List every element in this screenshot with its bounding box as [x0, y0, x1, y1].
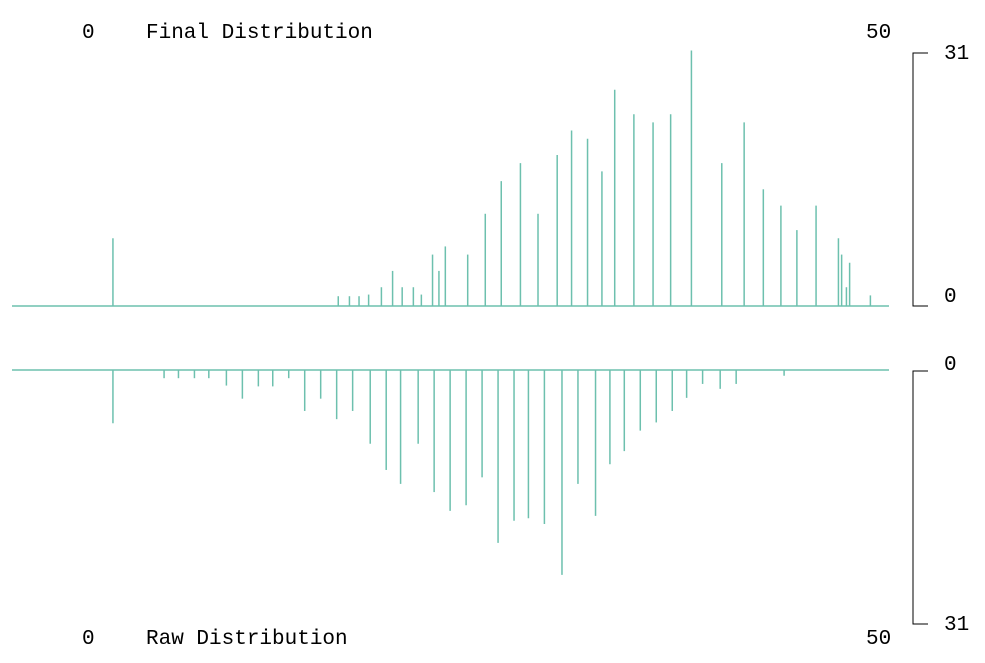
- final-y-max-label: 31: [944, 43, 969, 66]
- final-title: Final Distribution: [146, 22, 373, 45]
- raw-title: Raw Distribution: [146, 628, 348, 651]
- final-x-max-label: 50: [866, 22, 891, 45]
- final-x-min-label: 0: [82, 22, 95, 45]
- raw-bars: [112, 370, 785, 575]
- final-bars: [112, 50, 872, 306]
- raw-y-max-label: 31: [944, 614, 969, 637]
- raw-y-axis-bracket: [912, 370, 928, 625]
- raw-x-max-label: 50: [866, 628, 891, 651]
- final-distribution-panel: 0 Final Distribution 50 31 0: [12, 22, 969, 309]
- raw-distribution-panel: 0 31 0 Raw Distribution 50: [12, 354, 969, 651]
- final-y-min-label: 0: [944, 286, 957, 309]
- raw-x-min-label: 0: [82, 628, 95, 651]
- raw-y-min-label: 0: [944, 354, 957, 377]
- final-y-axis-bracket: [912, 52, 928, 307]
